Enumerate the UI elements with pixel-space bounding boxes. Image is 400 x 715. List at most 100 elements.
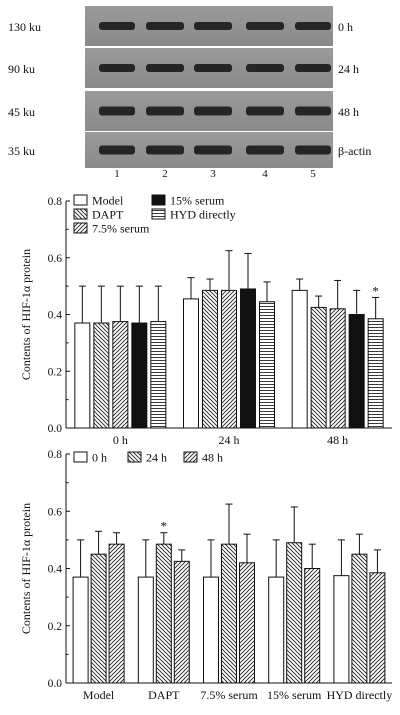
legend-swatch	[151, 208, 166, 220]
blot-band	[295, 64, 331, 72]
legend-item-hyd-directly: HYD directly	[151, 208, 236, 222]
legend-label: 0 h	[92, 451, 107, 465]
blot-band	[146, 145, 184, 155]
bar-dapt-0-h	[137, 576, 154, 684]
blot-band	[99, 145, 135, 155]
blot-row-label: 24 h	[338, 62, 359, 76]
blot-band	[246, 64, 284, 72]
bar-dapt-48-h	[173, 560, 190, 684]
x-tick-label-model: Model	[83, 688, 115, 702]
legend-item-15-serum: 15% serum	[151, 194, 225, 208]
blot-row-0-h: 130 ku 0 h	[8, 6, 353, 46]
bar-48-h-7-5-serum	[329, 308, 346, 429]
blot-band	[295, 22, 331, 30]
legend-swatch	[73, 208, 88, 220]
y-tick-label: 0.4	[48, 310, 63, 322]
bar-0-h-dapt	[93, 322, 110, 429]
legend-label: Model	[92, 194, 124, 208]
bar-48-h-dapt	[310, 306, 327, 429]
y-tick-label: 0.8	[48, 449, 63, 461]
chart-by-time: 0.0 0.2 0.4 0.6 0.8 Contents of HIF-1α protei…	[19, 194, 392, 445]
blot-band	[194, 106, 232, 116]
legend-item-7-5-serum: 7.5% serum	[73, 222, 150, 236]
significance-marker: *	[161, 519, 168, 534]
blot-band	[194, 145, 232, 155]
bar-dapt-24-h	[155, 543, 172, 684]
y-tick-label: 0.8	[48, 196, 63, 208]
y-tick-label: 0.2	[48, 621, 63, 633]
blot-row-label: 0 h	[338, 20, 353, 34]
bar-48-h-15-serum	[348, 314, 365, 429]
western-blot-panel: 130 ku 0 h90 ku 24 h45 ku 48 h35 ku β-actin …	[8, 6, 371, 180]
blot-lane-number: 5	[310, 168, 316, 180]
chart-by-treatment: 0.0 0.2 0.4 0.6 0.8 Contents of HIF-1α protei…	[19, 449, 393, 702]
blot-row-48-h: 45 ku 48 h	[8, 91, 359, 131]
y-tick-label: 0.6	[48, 253, 63, 265]
legend-swatch	[183, 451, 198, 463]
bar-48-h-hyd-directly	[367, 318, 384, 429]
blot-band	[99, 106, 135, 116]
blot-row-label: 48 h	[338, 105, 359, 119]
y-axis-label: Contents of HIF-1α protein	[19, 249, 33, 380]
blot-band	[295, 106, 331, 116]
x-tick-label-dapt: DAPT	[148, 688, 180, 702]
bar-hyd-directly-0-h	[333, 575, 350, 684]
legend-label: HYD directly	[170, 208, 236, 222]
legend-item-48-h: 48 h	[183, 451, 223, 465]
blot-size-label: 130 ku	[8, 20, 41, 34]
bar-hyd-directly-48-h	[369, 572, 386, 684]
y-tick-label: 0.0	[48, 423, 63, 435]
significance-marker: *	[372, 283, 379, 298]
blot-lane-number: 3	[210, 168, 216, 180]
blot-band	[146, 64, 184, 72]
legend-label: 7.5% serum	[92, 222, 150, 236]
bar-0-h-model	[74, 322, 91, 429]
legend-swatch	[127, 451, 142, 463]
y-tick-label: 0.6	[48, 506, 63, 518]
legend-swatch	[73, 222, 88, 234]
x-tick-label-7-5-serum: 7.5% serum	[200, 688, 258, 702]
bar-24-h-dapt	[202, 289, 218, 429]
x-tick-label-24-h: 24 h	[219, 433, 240, 445]
legend-item-24-h: 24 h	[127, 451, 167, 465]
blot-band	[99, 64, 135, 72]
bar-7-5-serum-24-h	[221, 543, 237, 684]
bar-0-h-15-serum	[131, 322, 148, 429]
blot-band	[295, 145, 331, 155]
legend-swatch	[73, 194, 88, 206]
x-tick-label-0-h: 0 h	[113, 433, 128, 445]
bar-hyd-directly-24-h	[351, 553, 368, 684]
legend-swatch	[73, 451, 88, 463]
legend-item-dapt: DAPT	[73, 208, 124, 222]
bar-0-h-hyd-directly	[150, 321, 167, 429]
blot-band	[246, 106, 284, 116]
blot-lane-number: 1	[114, 168, 120, 180]
legend-item-model: Model	[73, 194, 124, 208]
x-tick-label-hyd-directly: HYD directly	[327, 688, 393, 702]
bar-0-h-7-5-serum	[112, 321, 129, 429]
blot-band	[246, 145, 284, 155]
blot-row-actin: 35 ku β-actin	[8, 132, 371, 168]
bar-model-48-h	[108, 543, 125, 684]
blot-row-24-h: 90 ku 24 h	[8, 48, 359, 88]
blot-band	[146, 106, 184, 116]
bar-24-h-hyd-directly	[259, 301, 275, 429]
blot-size-label: 35 ku	[8, 144, 35, 158]
bar-7-5-serum-0-h	[203, 576, 219, 684]
bar-model-24-h	[90, 553, 107, 684]
legend-label: 15% serum	[170, 194, 225, 208]
blot-row-label: β-actin	[338, 144, 371, 158]
x-tick-label-48-h: 48 h	[327, 433, 348, 445]
legend-swatch	[151, 194, 166, 206]
blot-band	[194, 22, 232, 30]
blot-band	[194, 64, 232, 72]
y-axis-label: Contents of HIF-1α protein	[19, 503, 33, 634]
y-tick-label: 0.0	[48, 678, 63, 690]
blot-band	[99, 22, 135, 30]
bar-7-5-serum-48-h	[239, 562, 255, 684]
bar-15-serum-24-h	[286, 542, 303, 684]
blot-band	[246, 22, 284, 30]
legend-label: 24 h	[146, 451, 167, 465]
blot-lane-number: 2	[162, 168, 168, 180]
bar-24-h-7-5-serum	[221, 289, 237, 429]
